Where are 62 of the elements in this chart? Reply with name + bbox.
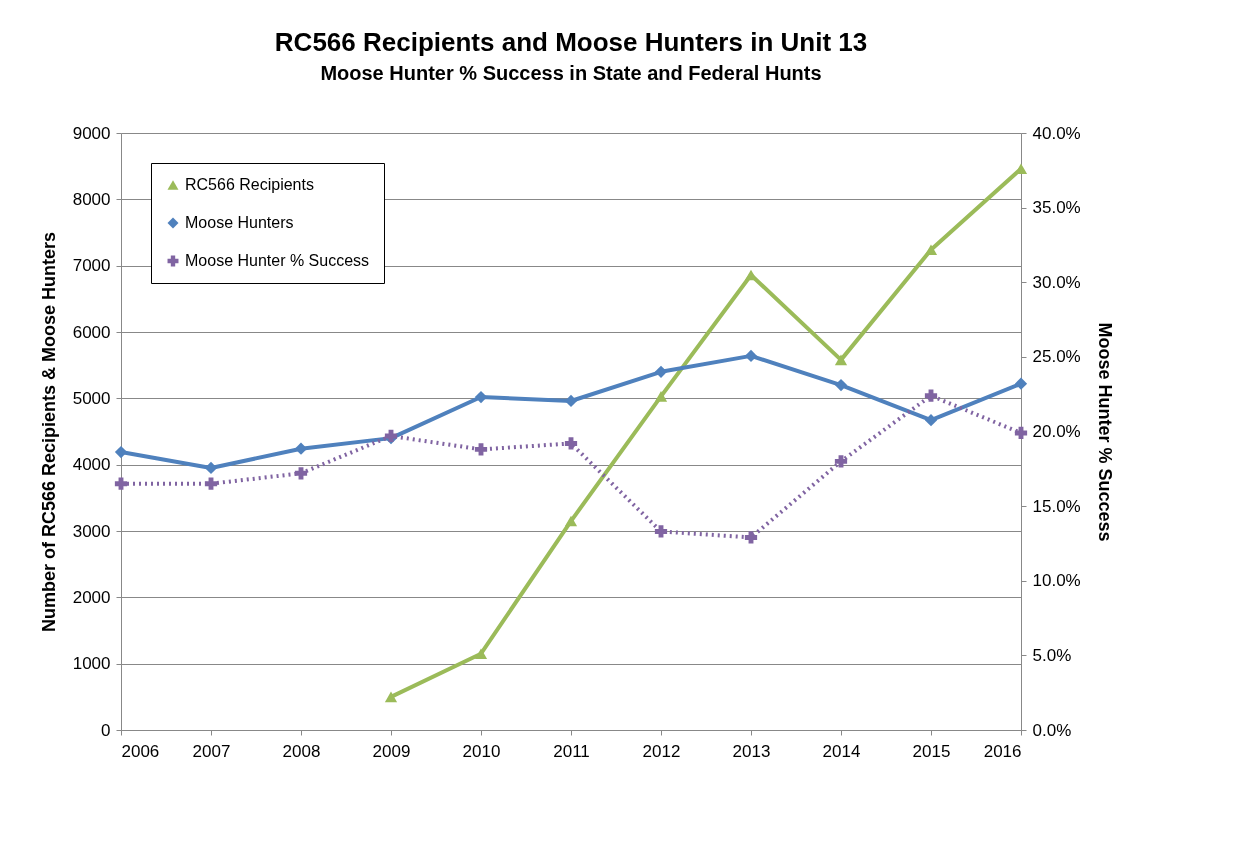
x-tick-label: 2016 xyxy=(983,741,1022,761)
y-tick-label: 2000 xyxy=(72,587,111,607)
y2-tick-label: 30.0% xyxy=(1032,272,1081,292)
point xyxy=(114,477,128,490)
point xyxy=(924,414,938,427)
y-tick-label: 5000 xyxy=(72,388,111,408)
point xyxy=(204,461,218,475)
point xyxy=(564,515,578,527)
y-tick-label: 9000 xyxy=(72,123,111,143)
point xyxy=(834,378,848,392)
point xyxy=(474,443,488,456)
point xyxy=(294,467,308,480)
x-tick-label: 2012 xyxy=(642,741,681,761)
y-tick-label: 3000 xyxy=(72,521,111,541)
y-axis-title: Number of RC566 Recipients & Moose Hunters xyxy=(38,231,59,633)
point xyxy=(474,648,488,660)
x-tick-label: 2013 xyxy=(732,741,771,761)
y-tick-label: 6000 xyxy=(72,322,111,342)
point xyxy=(204,477,218,490)
point xyxy=(384,691,398,703)
point xyxy=(654,525,668,538)
point xyxy=(834,354,848,366)
x-tick-label: 2011 xyxy=(553,741,590,761)
x-tick-label: 2008 xyxy=(282,741,321,761)
legend-label: Moose Hunters xyxy=(185,214,294,231)
point xyxy=(474,390,488,404)
y2-tick-label: 25.0% xyxy=(1032,347,1081,367)
x-tick-label: 2006 xyxy=(121,741,160,761)
y2-tick-label: 20.0% xyxy=(1032,422,1081,441)
point xyxy=(924,244,938,256)
point xyxy=(294,442,308,455)
y2-tick-label: 5.0% xyxy=(1032,645,1072,665)
x-tick-label: 2015 xyxy=(912,741,951,761)
point xyxy=(744,349,758,362)
chart-subtitle: Moose Hunter % Success in State and Federal Hunts xyxy=(320,62,822,84)
point xyxy=(1014,377,1028,390)
y2-tick-label: 15.0% xyxy=(1032,496,1081,516)
legend-label: Moose Hunter % Success xyxy=(185,252,370,269)
y-tick-label: 4000 xyxy=(72,455,111,475)
y-tick-label: 8000 xyxy=(72,189,111,209)
point xyxy=(654,365,668,378)
point xyxy=(114,445,128,459)
x-tick-label: 2010 xyxy=(462,741,501,761)
y-tick-label: 0 xyxy=(101,720,111,740)
y2-tick-label: 0.0% xyxy=(1032,720,1072,740)
point xyxy=(564,394,578,408)
point xyxy=(834,455,848,468)
x-tick-label: 2009 xyxy=(372,741,411,761)
point xyxy=(564,437,578,450)
y2-tick-label: 40.0% xyxy=(1032,123,1081,143)
point xyxy=(744,531,758,544)
x-tick-label: 2014 xyxy=(822,741,861,761)
y2-tick-label: 10.0% xyxy=(1032,571,1081,591)
y-tick-label: 7000 xyxy=(72,256,111,276)
legend-label: RC566 Recipients xyxy=(185,176,314,193)
y-tick-label: 1000 xyxy=(72,654,111,674)
x-tick-label: 2007 xyxy=(192,741,231,761)
chart-title: RC566 Recipients and Moose Hunters in Unit 13 xyxy=(274,27,868,57)
point xyxy=(654,391,668,402)
point xyxy=(924,389,938,402)
y2-tick-label: 35.0% xyxy=(1032,198,1081,218)
y2-axis-title: Moose Hunter % Success xyxy=(1094,322,1115,542)
